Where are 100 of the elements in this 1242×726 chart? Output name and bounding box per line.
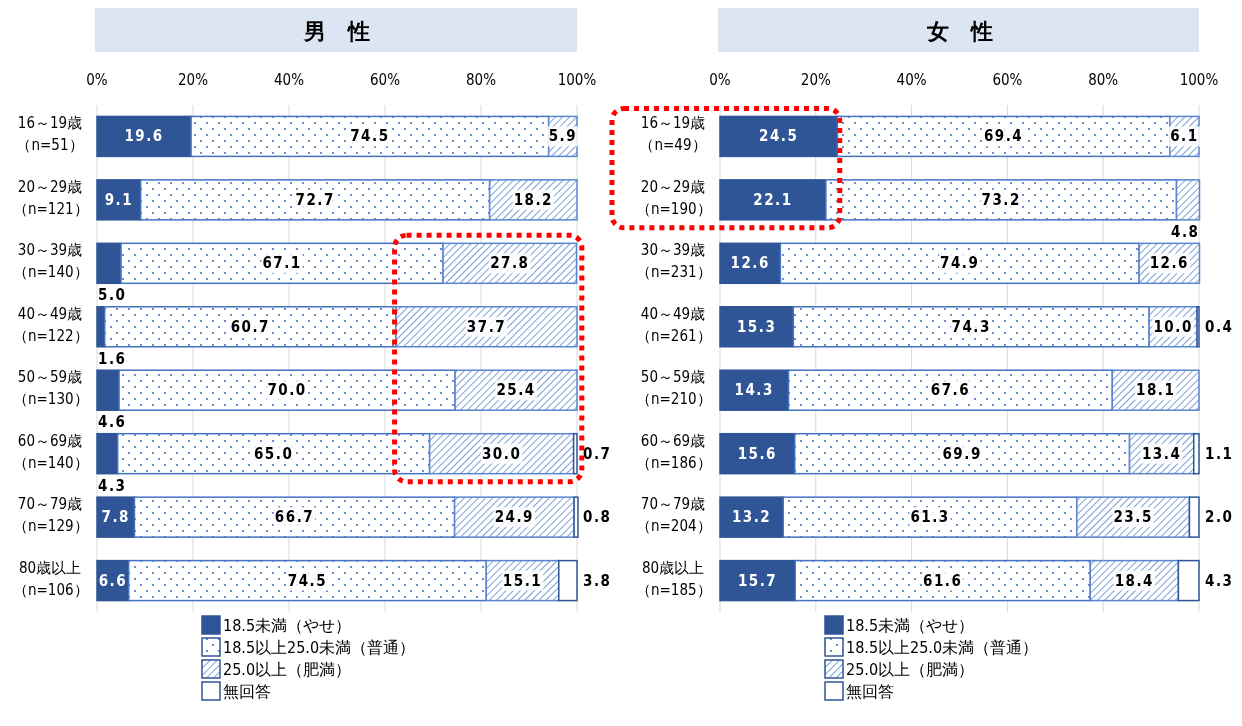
data-label: 74.3 — [951, 317, 991, 336]
legend-label: 18.5未満（やせ） — [223, 615, 352, 635]
legend-label: 18.5以上25.0未満（普通） — [223, 637, 416, 657]
data-label: 15.6 — [737, 444, 778, 463]
x-tick-label: 100% — [557, 71, 597, 89]
data-label: 6.6 — [98, 571, 128, 590]
x-tick-label: 60% — [370, 71, 401, 89]
legend-label: 無回答 — [846, 681, 894, 701]
data-label: 14.3 — [734, 381, 774, 400]
data-label: 4.3 — [1205, 571, 1234, 590]
x-tick-label: 40% — [896, 71, 927, 89]
bar — [719, 369, 790, 411]
data-label: 5.9 — [548, 127, 578, 146]
bar — [190, 115, 550, 158]
bar — [118, 369, 456, 411]
x-tick-label: 80% — [1088, 71, 1119, 89]
data-label: 61.3 — [910, 508, 950, 527]
bar — [573, 496, 579, 538]
bar — [558, 559, 578, 602]
bar — [1177, 559, 1200, 602]
chart-title: 男 性 — [303, 18, 370, 44]
bar — [782, 496, 1078, 538]
data-label: 12.6 — [730, 254, 770, 273]
data-label: 72.7 — [295, 190, 335, 209]
data-label: 19.6 — [124, 127, 164, 146]
data-label: 73.2 — [981, 190, 1021, 209]
y-tick-label: 70～79歳（n=204） — [636, 494, 712, 538]
data-label: 65.0 — [253, 444, 294, 463]
data-label: 37.7 — [466, 317, 507, 336]
legend-label: 18.5以上25.0未満（普通） — [846, 637, 1039, 657]
data-label: 0.8 — [583, 508, 612, 527]
data-label: 69.4 — [983, 127, 1024, 146]
y-tick-label: 40～49歳（n=122） — [13, 303, 89, 347]
data-label: 2.0 — [1205, 508, 1234, 527]
x-tick-label: 60% — [992, 71, 1023, 89]
bar — [395, 306, 578, 348]
data-label: 70.0 — [267, 381, 307, 400]
legend-label: 25.0以上（肥満） — [223, 659, 352, 679]
y-tick-label: 16～19歳（n=49） — [638, 113, 708, 157]
data-label: 18.1 — [1136, 381, 1176, 400]
bar — [719, 306, 795, 348]
bar — [794, 559, 1092, 602]
y-tick-label: 80歳以上（n=106） — [13, 557, 89, 601]
data-label: 3.8 — [583, 571, 612, 590]
chart-title: 女 性 — [925, 18, 993, 44]
bar — [120, 242, 444, 285]
data-label: 61.6 — [923, 571, 963, 590]
data-label: 5.0 — [98, 286, 127, 305]
bar — [139, 179, 491, 221]
y-tick-label: 50～59歳（n=210） — [636, 367, 712, 411]
data-label: 7.8 — [101, 508, 130, 527]
data-label: 74.5 — [287, 571, 328, 590]
legend-label: 18.5未満（やせ） — [846, 615, 975, 635]
data-label: 24.9 — [494, 508, 535, 527]
y-tick-label: 50～59歳（n=130） — [13, 367, 89, 411]
bar — [127, 559, 488, 602]
bar — [96, 115, 192, 158]
bar — [793, 432, 1131, 475]
bar — [719, 432, 796, 475]
bar — [96, 369, 120, 411]
data-label: 18.2 — [513, 190, 553, 209]
data-label: 67.1 — [262, 254, 302, 273]
data-label: 15.7 — [737, 571, 778, 590]
bar — [96, 242, 122, 285]
bar — [787, 369, 1114, 411]
legend-label: 25.0以上（肥満） — [846, 659, 975, 679]
bar — [572, 432, 578, 475]
data-label: 1.6 — [98, 349, 127, 368]
y-tick-label: 80歳以上（n=185） — [636, 557, 712, 601]
data-label: 67.6 — [930, 381, 971, 400]
x-tick-label: 20% — [800, 71, 831, 89]
data-label: 30.0 — [481, 444, 522, 463]
bar — [719, 179, 827, 221]
x-tick-label: 0% — [709, 71, 731, 89]
bar — [103, 306, 397, 348]
data-label: 27.8 — [490, 254, 530, 273]
data-label: 0.7 — [583, 444, 612, 463]
data-label: 10.0 — [1153, 317, 1193, 336]
data-label: 25.4 — [496, 381, 536, 400]
bar — [1192, 432, 1200, 475]
y-tick-label: 20～29歳（n=190） — [636, 176, 712, 220]
bar — [792, 306, 1150, 348]
y-tick-label: 30～39歳（n=231） — [636, 240, 712, 284]
bar — [96, 179, 142, 221]
y-tick-label: 20～29歳（n=121） — [13, 176, 89, 220]
data-label: 74.5 — [350, 127, 390, 146]
x-tick-label: 0% — [86, 71, 108, 89]
data-label: 13.2 — [731, 508, 772, 527]
bar — [133, 496, 456, 538]
data-label: 22.1 — [753, 190, 793, 209]
bar — [116, 432, 431, 475]
data-label: 4.3 — [98, 476, 127, 495]
data-label: 66.7 — [274, 508, 315, 527]
data-label: 15.3 — [737, 317, 777, 336]
data-label: 13.4 — [1141, 444, 1182, 463]
data-label: 0.4 — [1205, 317, 1234, 336]
bar — [1175, 179, 1201, 221]
y-tick-label: 60～69歳（n=186） — [636, 430, 712, 474]
data-label: 4.6 — [98, 413, 127, 432]
data-label: 12.6 — [1149, 254, 1189, 273]
